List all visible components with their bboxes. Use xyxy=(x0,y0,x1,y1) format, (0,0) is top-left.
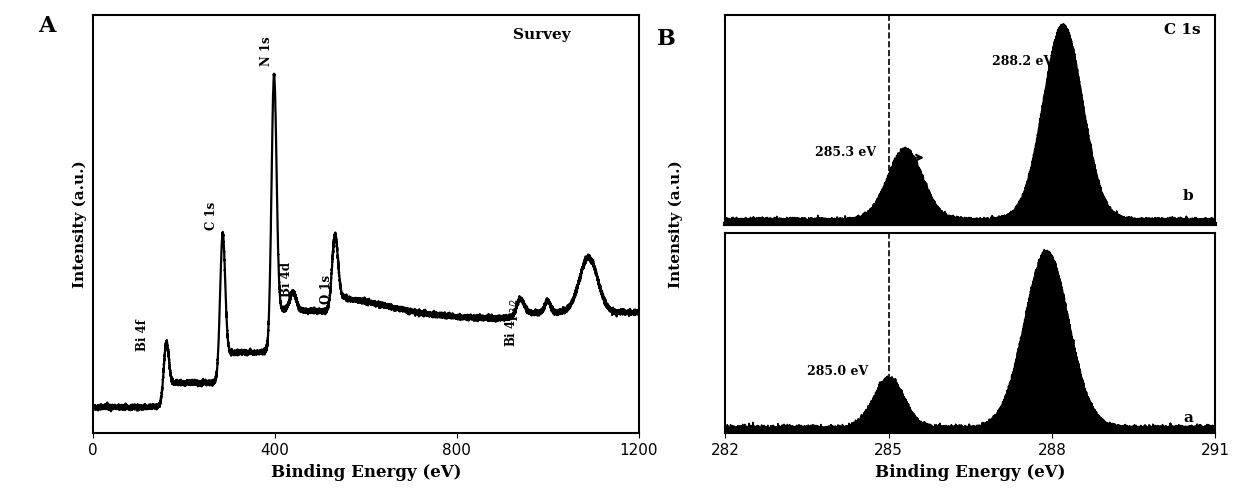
Text: B: B xyxy=(657,28,676,50)
Text: Bi 4p$_{3/2}$: Bi 4p$_{3/2}$ xyxy=(503,298,520,347)
Text: C 1s: C 1s xyxy=(205,202,218,230)
Text: Survey: Survey xyxy=(513,28,570,42)
Text: O 1s: O 1s xyxy=(320,275,332,304)
Y-axis label: Intensity (a.u.): Intensity (a.u.) xyxy=(73,160,88,288)
Text: b: b xyxy=(1183,190,1193,204)
Text: a: a xyxy=(1183,411,1193,425)
Text: N 1s: N 1s xyxy=(260,36,273,66)
X-axis label: Binding Energy (eV): Binding Energy (eV) xyxy=(270,464,461,481)
X-axis label: Binding Energy (eV): Binding Energy (eV) xyxy=(875,464,1065,481)
Text: 285.0 eV: 285.0 eV xyxy=(807,365,868,378)
Text: 288.2 eV: 288.2 eV xyxy=(992,55,1053,68)
Text: C 1s: C 1s xyxy=(1164,24,1200,37)
Text: A: A xyxy=(38,15,56,37)
Text: 285.3 eV: 285.3 eV xyxy=(815,146,877,159)
Text: Bi 4d: Bi 4d xyxy=(280,262,293,297)
Text: Intensity (a.u.): Intensity (a.u.) xyxy=(668,160,683,288)
Text: Bi 4f: Bi 4f xyxy=(135,320,149,351)
